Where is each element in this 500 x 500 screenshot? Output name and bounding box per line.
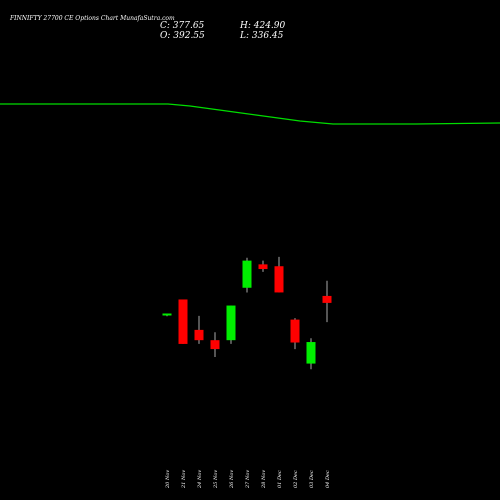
high-value: H: 424.90 [239,21,286,31]
close-value: C: 377.65 [160,21,205,31]
candle-body-8 [290,319,300,343]
candle-body-2 [194,329,204,341]
candle-body-10 [322,295,332,303]
x-tick-label-8: 02 Dec [293,470,299,488]
x-tick-label-10: 04 Dec [325,470,331,488]
x-tick-label-5: 27 Nov [245,470,251,489]
open-value: O: 392.55 [160,31,205,41]
candles-group [162,256,332,370]
chart-title: FINNIFTY 27700 CE Options Chart MunafaSu… [9,15,175,22]
x-tick-label-6: 28 Nov [261,470,267,489]
overlay-line [0,103,500,125]
x-tick-label-2: 24 Nov [197,470,203,489]
low-value: L: 336.45 [239,31,284,41]
x-tick-label-3: 25 Nov [213,470,219,489]
candle-body-9 [306,342,316,364]
x-axis-ticks: 20 Nov 21 Nov 24 Nov 25 Nov 26 Nov 27 Nov 28 N… [165,470,331,489]
candle-body-7 [274,266,284,293]
x-tick-label-7: 01 Dec [277,470,283,488]
x-tick-label-9: 03 Dec [309,470,315,488]
x-tick-label-0: 20 Nov [165,470,171,489]
x-tick-label-4: 26 Nov [229,470,235,489]
candle-body-5 [242,260,252,288]
candle-body-1 [178,299,188,344]
overlay-line-group [0,103,500,125]
candle-body-3 [210,340,220,350]
x-tick-label-1: 21 Nov [181,470,187,489]
candle-body-6 [258,264,268,270]
candle-body-0 [162,313,172,316]
candle-body-4 [226,305,236,341]
